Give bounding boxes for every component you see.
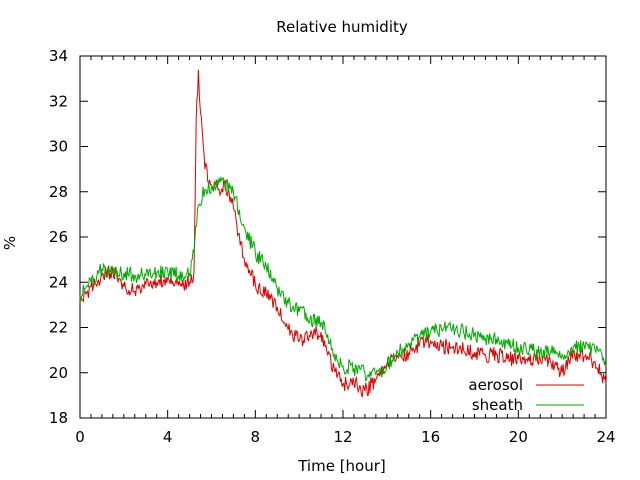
legend: aerosol sheath (468, 376, 584, 414)
axis-ticks: 0 4 8 12 16 20 24 18 20 22 24 26 28 30 32 34 (49, 47, 616, 446)
plot-series (79, 69, 607, 398)
x-tick-label: 16 (421, 428, 440, 446)
y-tick-label: 26 (49, 228, 68, 246)
x-axis-label: Time [hour] (297, 457, 386, 475)
x-tick-label: 24 (596, 428, 615, 446)
x-tick-label: 12 (333, 428, 352, 446)
x-tick-label: 20 (509, 428, 528, 446)
y-tick-label: 22 (49, 319, 68, 337)
x-tick-label: 4 (163, 428, 173, 446)
x-tick-label: 8 (251, 428, 261, 446)
plot-frame (79, 55, 607, 419)
legend-label-aerosol: aerosol (468, 376, 523, 394)
series-line-sheath (79, 175, 607, 382)
series-line-aerosol (79, 69, 607, 398)
y-tick-label: 18 (49, 409, 68, 427)
y-tick-label: 24 (49, 273, 68, 291)
y-axis-label: % (1, 236, 19, 250)
y-tick-label: 20 (49, 364, 68, 382)
y-tick-label: 32 (49, 92, 68, 110)
legend-label-sheath: sheath (472, 396, 523, 414)
y-tick-label: 30 (49, 138, 68, 156)
y-tick-label: 28 (49, 183, 68, 201)
x-tick-label: 0 (75, 428, 85, 446)
chart-title: Relative humidity (276, 18, 408, 36)
y-tick-label: 34 (49, 47, 68, 65)
